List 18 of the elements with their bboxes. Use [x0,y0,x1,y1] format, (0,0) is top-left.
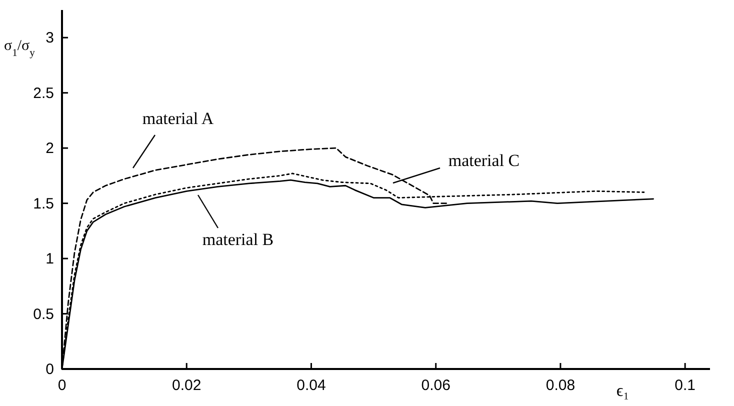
series-label: material A [142,109,214,128]
legend-label: material B [202,230,274,249]
x-tick-label: 0.04 [296,377,326,394]
y-axis-title: σ$_{1}$/σ$_{y}$ [4,38,36,58]
x-tick-label: 0.1 [674,377,696,394]
y-tick-label: 2 [46,140,54,158]
y-tick-label: 3 [46,30,54,47]
x-tick-label: 0.02 [172,377,202,394]
y-tick-label: 0 [46,361,54,378]
x-tick-label: 0.06 [421,377,450,394]
x-axis-title: ϵ₁ [616,381,630,400]
y-tick-label: 1 [46,250,54,268]
series-label: material C [448,151,520,170]
x-tick-label: 0.08 [546,377,576,394]
x-tick-label: 0 [58,377,66,394]
y-tick-label: 1.5 [33,195,54,212]
y-tick-label: 2.5 [33,84,54,102]
y-tick-label: 0.5 [33,306,54,323]
